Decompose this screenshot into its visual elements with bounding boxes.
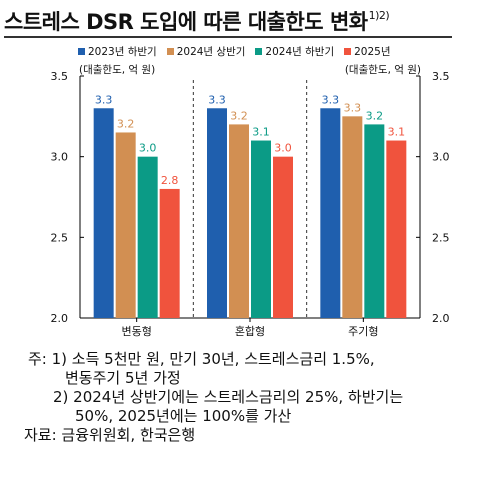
y-axis-unit-left: (대출한도, 억 원): [79, 64, 156, 76]
bar: [386, 140, 407, 318]
bar: [229, 124, 249, 319]
data-label: 3.0: [274, 142, 292, 155]
x-tick-label: 혼합형: [235, 325, 265, 338]
y-tick-label-left: 3.5: [51, 70, 69, 83]
bar: [137, 156, 158, 318]
bar: [364, 124, 385, 319]
legend-item-2024h1: 2024년 상반기: [166, 44, 246, 59]
y-tick-label-left: 3.0: [51, 151, 69, 164]
x-tick-label: 변동형: [121, 325, 151, 338]
bar: [207, 108, 227, 319]
legend-item-2025: 2025년: [344, 44, 391, 59]
title-underline: [4, 36, 452, 38]
legend-swatch-2024h2: [255, 48, 263, 55]
source-line: 자료: 금융위원회, 한국은행: [24, 426, 196, 444]
data-label: 3.3: [208, 93, 226, 106]
chart-title: 스트레스 DSR 도입에 따른 대출한도 변화1)2): [4, 6, 390, 36]
y-tick-label-right: 3.0: [432, 151, 450, 164]
data-label: 2.8: [161, 174, 179, 187]
bar: [115, 132, 136, 318]
bar: [320, 108, 341, 319]
data-label: 3.2: [366, 109, 384, 122]
data-label: 3.2: [117, 117, 135, 130]
label-layer: 변동형 3.3 3.2 3.0 2.8 혼합형 3.3 3.2 3.1 3.0 주기형 3.3 3.3 3…: [95, 93, 405, 338]
data-label: 3.3: [344, 101, 362, 114]
footnote-line: 50%, 2025년에는 100%를 가산: [75, 407, 292, 425]
footnote-line: 주: 1) 소득 5천만 원, 만기 30년, 스트레스금리 1.5%,: [28, 350, 375, 368]
bar: [159, 188, 180, 318]
bar-layer: [93, 108, 407, 319]
legend-item-2023h2: 2023년 하반기: [78, 44, 157, 59]
data-label: 3.3: [95, 93, 113, 106]
bar: [342, 116, 363, 318]
legend-label-2023h2: 2023년 하반기: [88, 46, 157, 58]
legend-swatch-2023h2: [78, 48, 85, 55]
bar: [251, 140, 271, 318]
y-axis-unit-right: (대출한도, 억 원): [344, 64, 421, 76]
legend-swatch-2024h1: [166, 48, 174, 55]
footnote-line: 변동주기 5년 가정: [65, 369, 181, 387]
y-tick-label-right: 3.5: [432, 70, 450, 83]
y-tick-label-left: 2.5: [51, 231, 69, 244]
legend: 2023년 하반기 2024년 상반기 2024년 하반기 2025년: [78, 44, 391, 59]
legend-item-2024h2: 2024년 하반기: [255, 44, 334, 59]
y-tick-label-right: 2.0: [432, 312, 450, 325]
x-tick-label: 주기형: [348, 325, 378, 338]
axis-layer: 2.0 2.0 2.5 2.5 3.0 3.0 3.5 3.5: [51, 70, 450, 325]
legend-label-2025: 2025년: [354, 46, 391, 58]
y-tick-label-left: 2.0: [51, 312, 69, 325]
data-label: 3.2: [230, 109, 248, 122]
title-footnote-mark: 1)2): [368, 9, 390, 22]
data-label: 3.1: [388, 126, 406, 139]
legend-label-2024h2: 2024년 하반기: [265, 46, 335, 58]
chart-title-text: 스트레스 DSR 도입에 따른 대출한도 변화: [4, 10, 368, 34]
legend-label-2024h1: 2024년 상반기: [176, 46, 246, 58]
y-tick-label-right: 2.5: [432, 231, 450, 244]
bar: [273, 156, 293, 318]
footnotes: 주: 1) 소득 5천만 원, 만기 30년, 스트레스금리 1.5%, 변동주…: [24, 350, 404, 445]
data-label: 3.3: [322, 93, 340, 106]
data-label: 3.1: [252, 126, 270, 139]
data-label: 3.0: [139, 142, 157, 155]
footnote-line: 2) 2024년 상반기에는 스트레스금리의 25%, 하반기는: [53, 388, 404, 406]
legend-swatch-2025: [344, 48, 352, 55]
bar: [93, 108, 114, 319]
